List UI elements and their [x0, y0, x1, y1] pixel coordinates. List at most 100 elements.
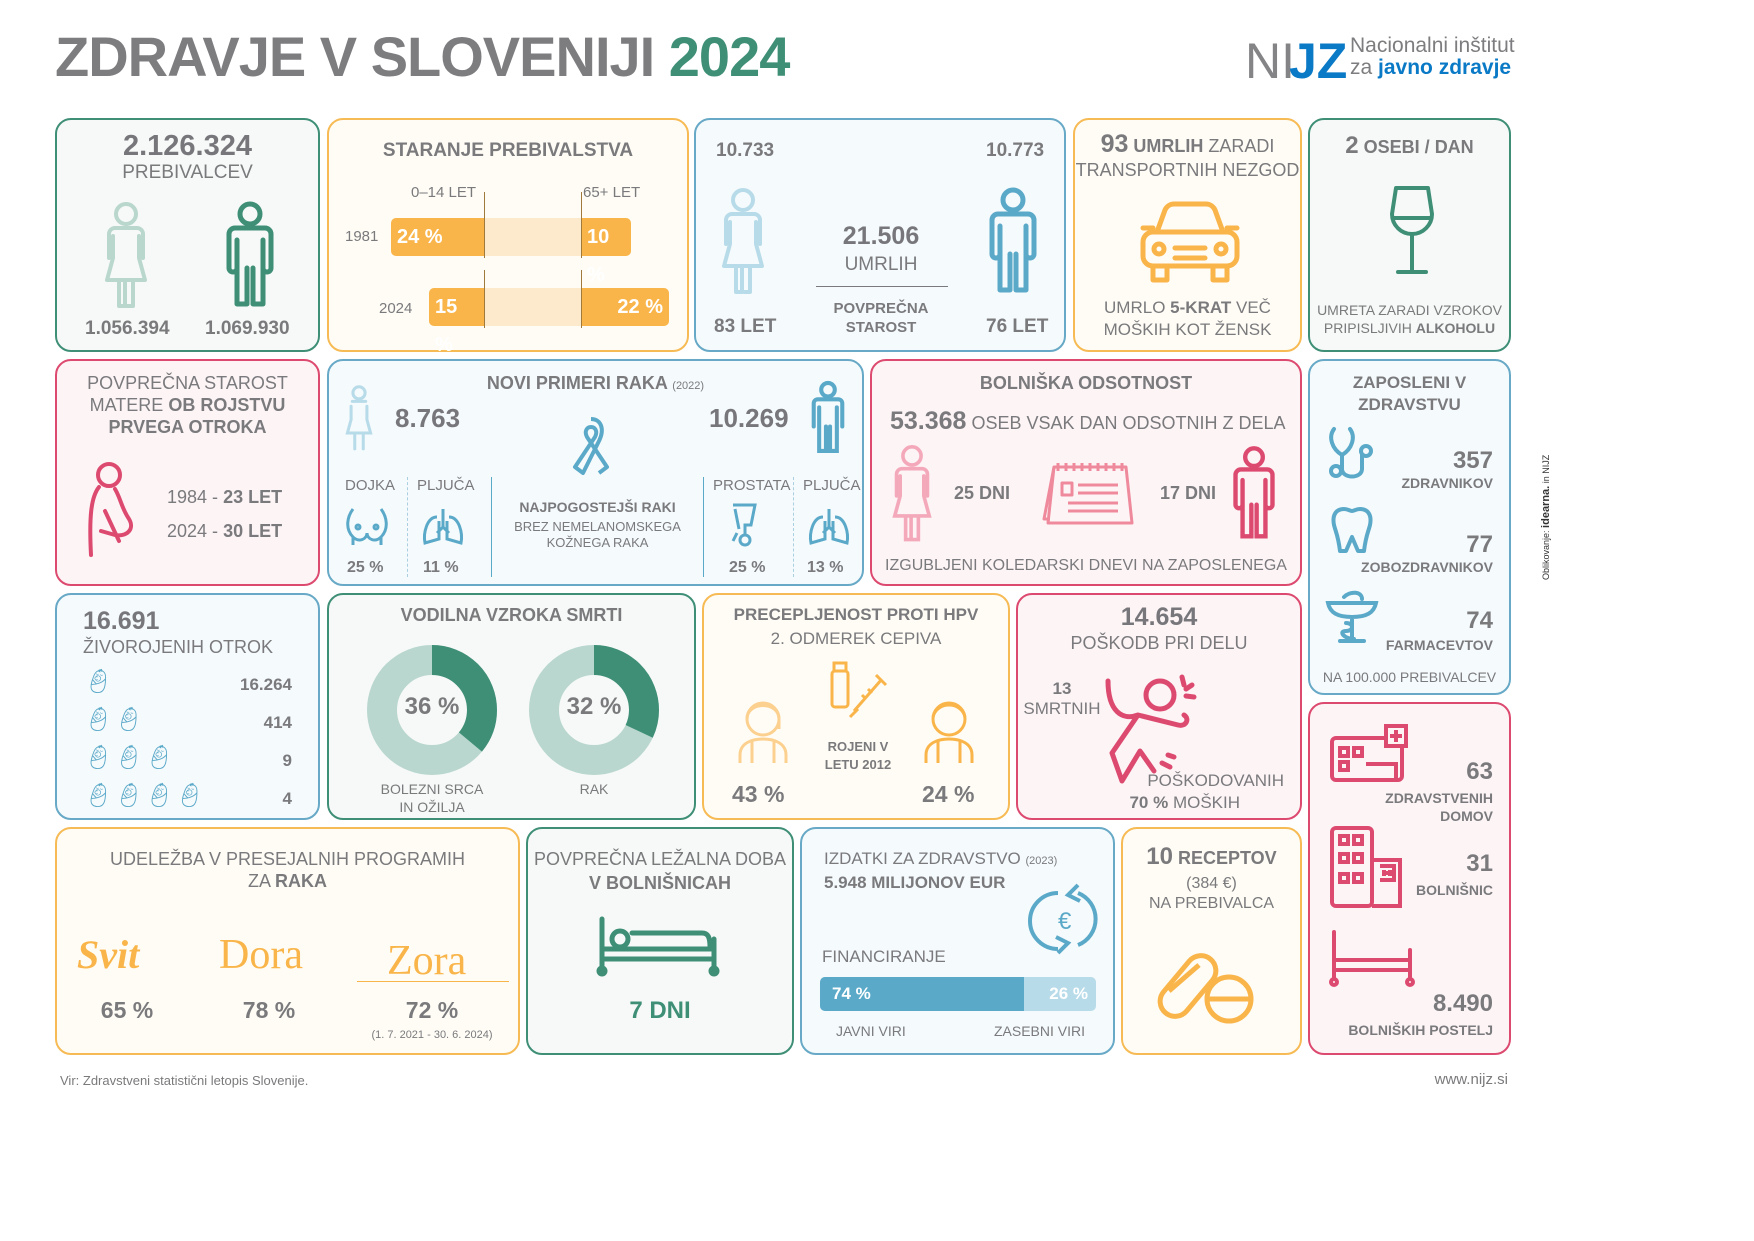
- staff-dentists-num: 77: [1466, 531, 1493, 558]
- cancer-card: NOVI PRIMERI RAKA (2022) 8.763 10.269 DO…: [327, 359, 864, 586]
- deaths-card: 10.733 10.773 21.506 UMRLIH POVPREČNA ST…: [694, 118, 1066, 352]
- type-prostate: PROSTATA: [713, 477, 791, 494]
- centers-label1: ZDRAVSTVENIH: [1385, 790, 1493, 806]
- type-breast: DOJKA: [345, 477, 396, 494]
- credit-a: Oblikovanje:: [1541, 530, 1551, 580]
- mother-line2b: OB ROJSTVU: [168, 395, 286, 415]
- pregnant-woman-icon: [88, 462, 134, 557]
- bar-1981-young: 24 %: [391, 218, 484, 256]
- health-center-icon: [1330, 724, 1408, 782]
- sick-leave-men: 17 DNI: [1160, 483, 1217, 503]
- exp-private-bar: 26 %: [1049, 984, 1088, 1003]
- mother-r2-val: 30 LET: [223, 521, 283, 541]
- stethoscope-icon: [1329, 427, 1373, 479]
- injuries-foot2a: 70 %: [1129, 793, 1169, 812]
- staff-pharmacists-num: 74: [1466, 607, 1493, 634]
- injuries-foot2b: MOŠKIH: [1172, 793, 1240, 812]
- births-single: 16.264: [240, 675, 292, 694]
- dora-logo: Dora: [219, 932, 303, 978]
- alcohol-line2a: PRIPISLJIVIH: [1323, 320, 1412, 336]
- expenditure-card: IZDATKI ZA ZDRAVSTVO (2023) 5.948 MILIJO…: [800, 827, 1115, 1055]
- screening-card: UDELEŽBA V PRESEJALNIH PROGRAMIH ZA RAKA…: [55, 827, 520, 1055]
- prostate-icon: [731, 503, 757, 547]
- rx-label: RECEPTOV: [1178, 848, 1277, 868]
- stay-line2: V BOLNIŠNICAH: [588, 873, 731, 893]
- rx-per: NA PREBIVALCA: [1148, 895, 1275, 912]
- transport-line2: TRANSPORTNIH NEZGOD: [1075, 160, 1300, 180]
- population-card: 2.126.324 PREBIVALCEV 1.056.394 1.069.93…: [55, 118, 320, 352]
- avg-age-label1: POVPREČNA: [833, 300, 929, 317]
- baby-icon-1: 👶︎: [83, 668, 114, 695]
- staff-dentists-label: ZOBOZDRAVNIKOV: [1361, 559, 1493, 575]
- cancer-men: 10.269: [709, 403, 789, 433]
- alcohol-head: OSEBI / DAN: [1363, 137, 1474, 157]
- wine-glass-icon: [1390, 186, 1434, 274]
- bar-2024-young: 15 %: [429, 288, 484, 356]
- deaths-women: 10.733: [716, 140, 775, 161]
- exp-title: IZDATKI ZA ZDRAVSTVO: [824, 849, 1021, 868]
- rx-cost: (384 €): [1186, 875, 1237, 892]
- sick-leave-title: BOLNIŠKA ODSOTNOST: [979, 373, 1193, 393]
- hpv-sub: 2. ODMEREK CEPIVA: [770, 629, 942, 648]
- svit-logo: Svit: [77, 932, 140, 977]
- logo-jz: JZ: [1289, 33, 1348, 89]
- car-icon: [1140, 201, 1240, 283]
- cancer-pct: 32 %: [566, 693, 622, 720]
- cancer-center3: KOŽNEGA RAKA: [546, 535, 649, 550]
- logo-line1: Nacionalni inštitut: [1350, 34, 1515, 57]
- men-age: 76 LET: [986, 316, 1049, 337]
- footer-url[interactable]: www.nijz.si: [1434, 1071, 1508, 1088]
- transport-card: 93 UMRLIH ZARADI TRANSPORTNIH NEZGOD UMR…: [1073, 118, 1302, 352]
- population-label: PREBIVALCEV: [122, 162, 253, 183]
- pharmacy-icon: [1325, 590, 1379, 643]
- beds-num: 8.490: [1432, 990, 1493, 1017]
- facilities-card: 63 ZDRAVSTVENIH DOMOV 31 BOLNIŠNIC 8.490…: [1308, 702, 1511, 1055]
- deaths-total: 21.506: [842, 222, 920, 250]
- baby-icon-2: 👶︎👶︎: [83, 706, 144, 733]
- ribbon-icon: [573, 417, 609, 475]
- births-total: 16.691: [83, 607, 160, 635]
- credit-c: in NIJZ: [1541, 454, 1551, 484]
- mother-line2a: MATERE: [89, 395, 164, 415]
- avg-age-label2: STAROST: [845, 319, 917, 336]
- zora-pct: 72 %: [405, 997, 459, 1023]
- row-year-1981: 1981: [345, 228, 379, 245]
- staff-doctors-num: 357: [1452, 447, 1493, 474]
- logo-bold: javno zdravje: [1378, 56, 1512, 79]
- cancer-center2: BREZ NEMELANOMSKEGA: [514, 519, 681, 534]
- staff-foot: NA 100.000 PREBIVALCEV: [1322, 669, 1497, 685]
- injured-person-icon: [1105, 674, 1197, 784]
- boy-icon: [924, 701, 974, 763]
- lungs-icon: [809, 509, 849, 545]
- fatal-num: 13: [1052, 679, 1072, 698]
- breast-icon: [346, 508, 388, 545]
- pct-lung-men: 13 %: [807, 559, 844, 576]
- sick-leave-women: 25 DNI: [954, 483, 1011, 503]
- svg-text:€: €: [1058, 908, 1072, 935]
- euro-cycle-icon: €: [1028, 883, 1098, 955]
- deaths-label: UMRLIH: [844, 254, 918, 275]
- alcohol-line1: UMRETA ZARADI VZROKOV: [1317, 302, 1502, 318]
- exp-amount: 5.948 MILIJONOV EUR: [824, 873, 1006, 892]
- baby-icon-4: 👶︎👶︎👶︎👶︎: [83, 782, 205, 809]
- screening-line2b: RAKA: [275, 871, 328, 891]
- bar-1981-old: 10 %: [581, 218, 631, 286]
- woman-icon: [892, 445, 932, 542]
- heart-label2: IN OŽILJA: [399, 799, 465, 815]
- births-card: 16.691 ŽIVOROJENIH OTROK 👶︎ 16.264 👶︎👶︎ …: [55, 593, 320, 820]
- rx-num: 10: [1146, 843, 1173, 870]
- centers-num: 63: [1466, 758, 1493, 785]
- title-main: ZDRAVJE V SLOVENIJI: [55, 25, 655, 88]
- staff-card: ZAPOSLENI V ZDRAVSTVU 357 ZDRAVNIKOV 77 …: [1308, 359, 1511, 695]
- sick-leave-num: 53.368: [890, 407, 967, 435]
- injuries-card: 14.654 POŠKODB PRI DELU 13 SMRTNIH POŠKO…: [1016, 593, 1302, 820]
- births-twins: 414: [263, 713, 292, 732]
- staff-doctors-label: ZDRAVNIKOV: [1401, 475, 1493, 491]
- staff-pharmacists-label: FARMACEVTOV: [1385, 637, 1493, 653]
- svit-pct: 65 %: [100, 997, 154, 1023]
- cancer-year: (2022): [672, 380, 705, 392]
- mother-age-card: POVPREČNA STAROST MATERE OB ROJSTVU PRVE…: [55, 359, 320, 586]
- screening-line2a: ZA: [247, 871, 270, 891]
- transport-foot-a: UMRLO: [1104, 298, 1166, 317]
- stay-value: 7 DNI: [629, 997, 691, 1024]
